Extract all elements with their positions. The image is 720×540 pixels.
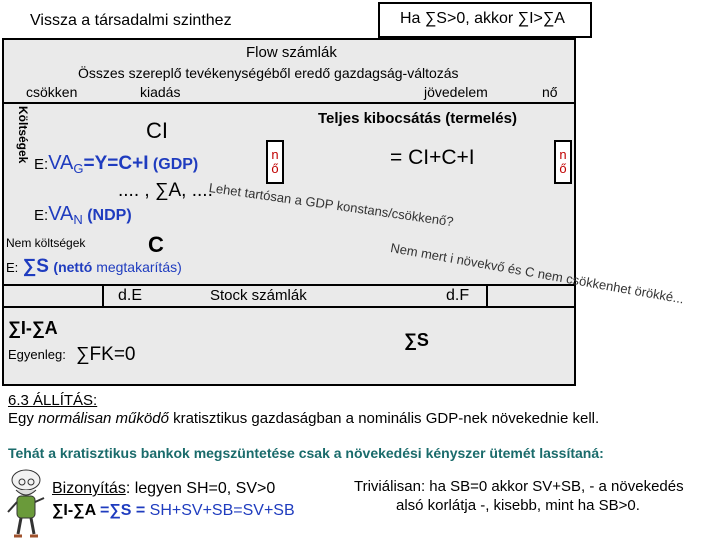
grows-box-right: n ő xyxy=(554,140,572,184)
income-label: jövedelem xyxy=(424,84,488,100)
vag-line: E:VAG=Y=C+I (GDP) xyxy=(34,152,198,176)
balance-label: Egyenleg: xyxy=(8,347,66,362)
van-va: VA xyxy=(48,203,74,225)
van-line: E:VAN (NDP) xyxy=(34,203,132,227)
proof-text-1: : legyen SH=0, SV>0 xyxy=(125,480,276,497)
sum-a-line: .... , ∑A, .... xyxy=(118,180,213,201)
condition-box: Ha ∑S>0, akkor ∑I>∑A xyxy=(378,2,592,38)
grows-box-left: n ő xyxy=(266,140,284,184)
df-label: d.F xyxy=(446,287,470,304)
flow-accounts-panel xyxy=(2,38,576,386)
sum-s-label: ∑S xyxy=(22,256,49,277)
statement-text-em: normálisan működő xyxy=(38,410,169,427)
vag-va: VA xyxy=(48,152,74,174)
trivial-line-1: Triviálisan: ha SB=0 akkor SV+SB, - a nö… xyxy=(354,478,684,495)
vag-subscript: G xyxy=(73,161,84,177)
condition-text: Ha ∑S>0, akkor ∑I>∑A xyxy=(400,10,565,27)
stock-top-divider xyxy=(2,284,576,286)
grows-box-right-text: n ő xyxy=(559,147,567,176)
proof-line-2: ∑I-∑A =∑S = SH+SV+SB=SV+SB xyxy=(52,502,295,520)
stock-sum-s: ∑S xyxy=(404,330,429,350)
net-saving-rest: megtakarítás) xyxy=(96,259,182,275)
e-prefix-2: E: xyxy=(34,207,49,224)
noncosts-label: Nem költségek xyxy=(6,236,86,250)
ndp-label: (NDP) xyxy=(82,207,132,224)
c-label: C xyxy=(148,232,164,257)
statement-text-b: kratisztikus gazdaságban a nominális GDP… xyxy=(168,410,600,427)
flow-header-divider xyxy=(2,102,576,104)
professor-figure-icon xyxy=(7,469,45,538)
statement-heading: 6.3 ÁLLÍTÁS: xyxy=(8,392,98,409)
increase-label: nő xyxy=(542,84,558,100)
grows-box-left-text: n ő xyxy=(271,147,279,176)
statement-text-a: Egy xyxy=(8,410,39,427)
total-output-label: Teljes kibocsátás (termelés) xyxy=(318,110,517,127)
net-saving-line: E: ∑S (nettó megtakarítás) xyxy=(6,256,182,278)
ci-right-formula: = CI+C+I xyxy=(390,146,475,169)
flow-accounts-title: Flow számlák xyxy=(246,44,337,61)
e-prefix-1: E: xyxy=(34,156,49,173)
proof-sum-components: SH+SV+SB=SV+SB xyxy=(149,502,295,519)
vag-formula: =Y=C+I xyxy=(83,153,149,174)
net-saving-open: (nettó xyxy=(53,259,97,275)
trivial-line-2: alsó korlátja -, kisebb, mint ha SB>0. xyxy=(396,497,640,514)
ci-left-label: CI xyxy=(146,118,168,143)
van-subscript: N xyxy=(73,212,83,228)
statement-conclusion: Tehát a kratisztikus bankok megszüntetés… xyxy=(8,445,604,461)
proof-label: Bizonyítás xyxy=(52,480,126,497)
stock-sum-i-a: ∑I-∑A xyxy=(8,318,58,338)
back-to-social-level-link[interactable]: Vissza a társadalmi szinthez xyxy=(30,12,232,29)
statement-text: Egy normálisan működő kratisztikus gazda… xyxy=(8,410,599,427)
stock-left-divider xyxy=(102,284,104,306)
e-prefix-3: E: xyxy=(6,260,19,275)
stock-right-divider xyxy=(486,284,488,306)
stock-accounts-title: Stock számlák xyxy=(210,287,307,304)
proof-eq-s: =∑S = xyxy=(95,502,150,519)
proof-sum-i-a: ∑I-∑A xyxy=(52,502,96,519)
gdp-label: (GDP) xyxy=(148,156,199,173)
proof-line-1: Bizonyítás: legyen SH=0, SV>0 xyxy=(52,480,275,498)
stock-mid-divider xyxy=(2,306,576,308)
sum-fk: ∑FK=0 xyxy=(76,344,136,365)
costs-vertical-label: Költségek xyxy=(16,106,30,164)
decrease-label: csökken xyxy=(26,84,78,100)
flow-accounts-subtitle: Összes szereplő tevékenységéből eredő ga… xyxy=(78,65,459,81)
de-label: d.E xyxy=(118,287,143,304)
expense-label: kiadás xyxy=(140,84,181,100)
